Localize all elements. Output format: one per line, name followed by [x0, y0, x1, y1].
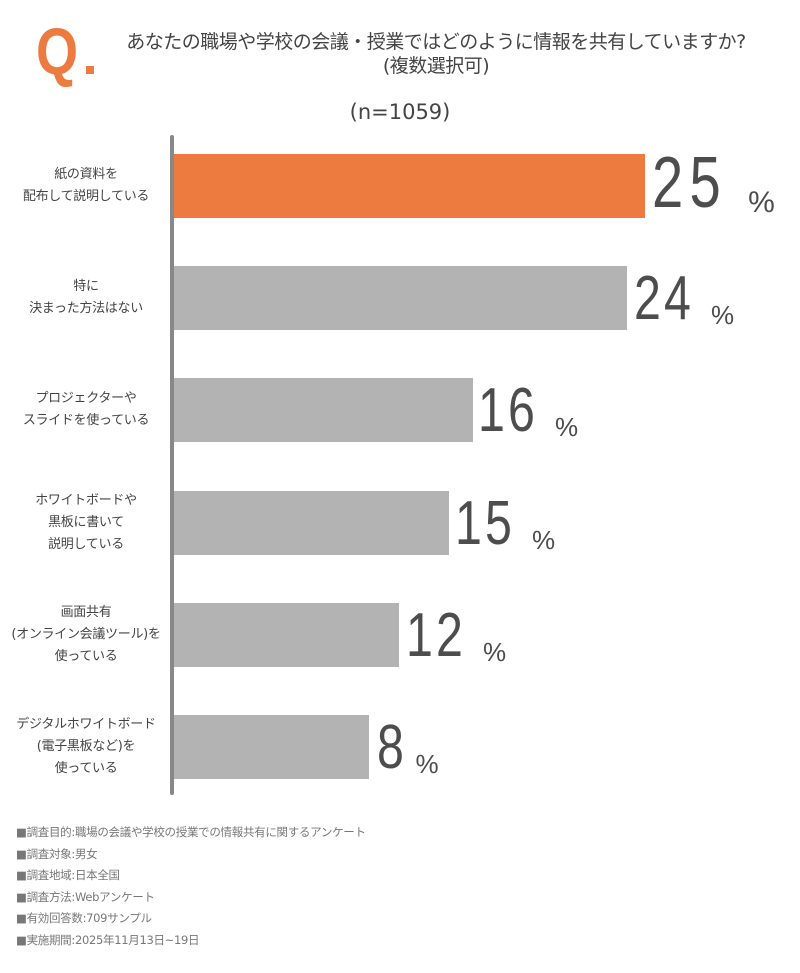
- note-purpose: ■調査目的:職場の会議や学校の授業での情報共有に関するアンケート: [16, 825, 366, 839]
- category-label-line: 黒板に書いて: [48, 515, 124, 530]
- chart-row: 画面共有 (オンライン会議ツール)を 使っている 12%: [0, 603, 800, 667]
- bar: [174, 266, 627, 330]
- category-label-line: 紙の資料を: [54, 167, 118, 182]
- note-region: ■調査地域:日本全国: [16, 868, 120, 882]
- survey-notes: ■調査目的:職場の会議や学校の授業での情報共有に関するアンケート ■調査対象:男…: [16, 822, 366, 951]
- note-target: ■調査対象:男女: [16, 846, 98, 861]
- note-period: ■実施期間:2025年11月13日~19日: [16, 932, 200, 947]
- value-number: 24: [634, 264, 695, 333]
- category-label-line: 特に: [73, 279, 99, 294]
- category-label-line: 決まった方法はない: [29, 301, 143, 316]
- value-number: 8: [377, 713, 408, 782]
- category-label-line: デジタルホワイトボード: [16, 717, 156, 732]
- category-label-line: スライドを使っている: [22, 413, 150, 428]
- bar: [174, 378, 473, 442]
- chart-row: ホワイトボードや 黒板に書いて 説明している 15%: [0, 491, 800, 555]
- bar: [174, 154, 645, 218]
- q-dot-icon: [86, 66, 94, 74]
- category-label-line: 使っている: [54, 761, 118, 776]
- y-axis-line: [170, 135, 174, 795]
- percent-sign: %: [531, 525, 556, 555]
- category-label-line: ホワイトボードや: [35, 493, 137, 508]
- value-label: 25%: [652, 147, 775, 219]
- value-number: 12: [406, 601, 467, 670]
- percent-sign: %: [482, 637, 507, 667]
- percent-sign: %: [554, 412, 579, 442]
- title-line-2: (複数選択可): [382, 55, 490, 77]
- category-label-line: (電子黒板など)を: [36, 739, 136, 754]
- percent-sign: %: [415, 749, 439, 779]
- category-label: 画面共有 (オンライン会議ツール)を 使っている: [0, 603, 172, 667]
- category-label-line: (オンライン会議ツール)を: [11, 627, 161, 642]
- q-mark-icon: Q: [36, 14, 78, 88]
- category-label: 紙の資料を 配布して説明している: [0, 154, 172, 218]
- note-method: ■調査方法:Webアンケート: [16, 889, 155, 904]
- value-number: 15: [455, 489, 516, 558]
- category-label-line: 使っている: [54, 649, 118, 664]
- category-label-line: 配布して説明している: [22, 189, 150, 204]
- value-label: 8%: [377, 715, 439, 779]
- value-number: 16: [478, 376, 539, 445]
- category-label: プロジェクターや スライドを使っている: [0, 378, 172, 442]
- chart-row: デジタルホワイトボード (電子黒板など)を 使っている 8%: [0, 715, 800, 779]
- note-responses: ■有効回答数:709サンプル: [16, 911, 152, 925]
- page-title: あなたの職場や学校の会議・授業ではどのように情報を共有していますか? (複数選択…: [96, 30, 776, 78]
- category-label-line: 画面共有: [60, 605, 112, 620]
- sample-size: (n=1059): [349, 100, 451, 124]
- category-label: デジタルホワイトボード (電子黒板など)を 使っている: [0, 715, 172, 779]
- category-label: ホワイトボードや 黒板に書いて 説明している: [0, 491, 172, 555]
- percent-sign: %: [748, 186, 775, 219]
- bar: [174, 715, 369, 779]
- value-label: 15%: [455, 491, 555, 555]
- bar: [174, 491, 449, 555]
- chart-row: 紙の資料を 配布して説明している 25%: [0, 147, 800, 219]
- title-line-1: あなたの職場や学校の会議・授業ではどのように情報を共有していますか?: [126, 31, 746, 53]
- percent-sign: %: [710, 300, 735, 330]
- value-number: 25: [652, 143, 727, 223]
- category-label-line: 説明している: [48, 537, 124, 552]
- value-label: 24%: [634, 266, 734, 330]
- chart-row: 特に 決まった方法はない 24%: [0, 266, 800, 330]
- category-label-line: プロジェクターや: [35, 391, 137, 406]
- chart-row: プロジェクターや スライドを使っている 16%: [0, 378, 800, 442]
- value-label: 16%: [478, 378, 578, 442]
- bar: [174, 603, 399, 667]
- category-label: 特に 決まった方法はない: [0, 266, 172, 330]
- value-label: 12%: [406, 603, 506, 667]
